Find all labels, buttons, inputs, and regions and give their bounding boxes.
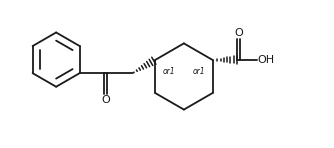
Text: or1: or1 — [163, 67, 175, 76]
Text: O: O — [101, 95, 110, 105]
Text: OH: OH — [257, 55, 275, 65]
Text: or1: or1 — [193, 67, 205, 76]
Text: O: O — [234, 28, 243, 38]
